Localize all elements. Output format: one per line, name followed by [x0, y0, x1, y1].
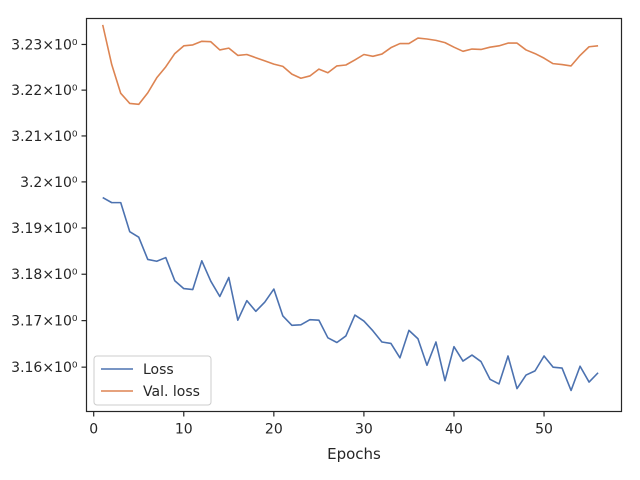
y-tick-label: 3.19×10⁰	[11, 221, 78, 237]
y-axis: 3.16×10⁰ 3.17×10⁰ 3.18×10⁰ 3.19×10⁰ 3.2×10⁰ 3…	[11, 37, 87, 376]
series-line-val-loss	[101, 24, 599, 106]
x-tick-label: 40	[445, 422, 463, 438]
y-tick-label: 3.22×10⁰	[11, 83, 78, 99]
legend-label-loss: Loss	[143, 362, 174, 378]
x-tick-label: 50	[535, 422, 553, 438]
legend-label-val-loss: Val. loss	[143, 384, 200, 400]
x-tick-label: 10	[175, 422, 193, 438]
y-tick-label: 3.2×10⁰	[20, 175, 78, 191]
plot-area	[101, 24, 599, 392]
y-tick-label: 3.21×10⁰	[11, 129, 78, 145]
y-tick-label: 3.16×10⁰	[11, 360, 78, 376]
x-axis: 0 10 20 30 40 50	[89, 411, 553, 438]
legend: Loss Val. loss	[93, 355, 212, 406]
y-tick-label: 3.23×10⁰	[11, 37, 78, 53]
y-tick-label: 3.17×10⁰	[11, 314, 78, 330]
x-tick-label: 20	[265, 422, 283, 438]
series-line-loss	[102, 196, 599, 392]
x-axis-label: Epochs	[327, 445, 381, 463]
y-tick-label: 3.18×10⁰	[11, 267, 78, 283]
x-tick-label: 0	[89, 422, 98, 438]
x-tick-label: 30	[355, 422, 373, 438]
axes-frame	[85, 17, 623, 413]
